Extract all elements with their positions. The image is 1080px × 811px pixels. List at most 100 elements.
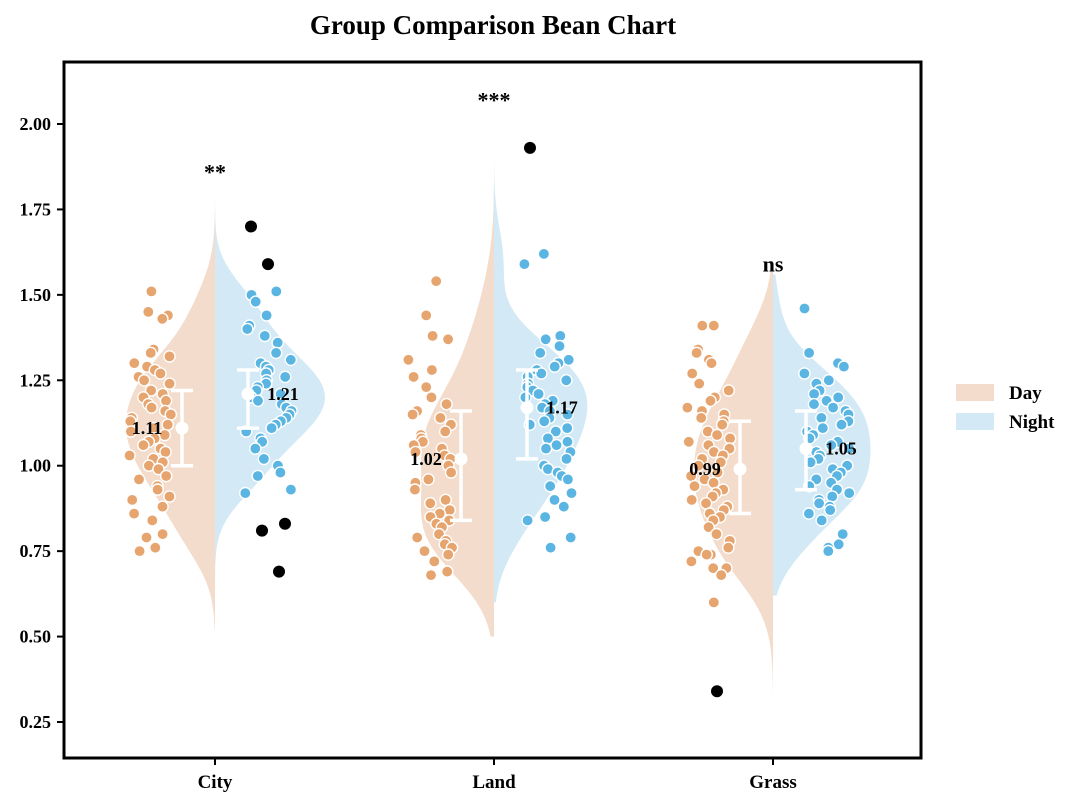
land-night-point — [560, 373, 573, 387]
city-day-point — [155, 312, 169, 326]
grass-day-point — [715, 418, 729, 432]
land-day-point — [441, 332, 455, 346]
land-day-point — [440, 565, 454, 578]
city-night-errorbar — [237, 368, 259, 430]
city-night-point — [274, 466, 287, 479]
land-night-point — [521, 514, 534, 527]
land-day-point — [402, 353, 415, 367]
land-night-point — [565, 486, 578, 500]
city-day-point — [156, 527, 169, 541]
grass-night-point — [822, 373, 836, 387]
city-day-point — [133, 544, 146, 558]
grass-day-point — [707, 596, 721, 609]
city-day-point — [125, 493, 139, 507]
city-night-point — [251, 394, 265, 408]
x-tick-label-grass: Grass — [749, 772, 797, 793]
land-night-point — [548, 493, 561, 507]
grass-night-point — [823, 503, 837, 517]
x-tick-label-land: Land — [472, 772, 516, 793]
city-day-point — [137, 438, 150, 452]
land-night-point — [561, 473, 575, 486]
land-day-errorbar — [450, 409, 472, 523]
grass-day-mean-label: 0.99 — [689, 459, 721, 479]
chart-title: Group Comparison Bean Chart — [310, 10, 676, 40]
city-night-point — [284, 353, 298, 367]
grass-night-point — [816, 421, 830, 435]
city-night-outlier — [279, 517, 291, 530]
land-day-mean-label: 1.02 — [410, 449, 442, 469]
land-night-point — [553, 339, 566, 353]
land-night-point — [535, 367, 548, 380]
grass-night-point — [802, 507, 816, 520]
grass-night-point — [826, 401, 840, 414]
grass-day-point — [710, 428, 724, 442]
grass-day-point — [707, 319, 721, 332]
city-day-point — [163, 377, 176, 391]
grass-significance-label: ns — [763, 252, 784, 277]
city-day-point — [144, 346, 157, 360]
city-night-outlier — [273, 565, 285, 578]
land-night-point — [548, 360, 562, 373]
city-night-errorbar-mean-marker — [241, 387, 255, 401]
grass-day-point — [692, 377, 706, 391]
grass-day-point — [682, 435, 696, 449]
grass-day-point — [723, 432, 737, 445]
city-day-point — [159, 394, 173, 408]
city-day-mean-label: 1.11 — [132, 418, 163, 438]
land-day-point — [407, 370, 420, 384]
grass-day-errorbar-mean-marker — [733, 462, 747, 476]
land-night-point — [561, 435, 574, 449]
city-night-point — [269, 346, 283, 360]
city-day-point — [159, 469, 173, 483]
city-day-errorbar-mean-marker — [175, 421, 189, 435]
grass-night-point — [802, 346, 816, 360]
grass-day-point — [714, 568, 728, 582]
land-night-errorbar — [516, 368, 538, 461]
y-tick-label: 1.25 — [20, 370, 52, 390]
city-night-point — [278, 370, 292, 384]
land-night-point — [533, 346, 547, 360]
city-night-point — [251, 469, 265, 483]
city-day-point — [145, 285, 158, 298]
land-night-point — [518, 257, 531, 271]
land-day-point — [444, 466, 458, 479]
city-night-point — [269, 285, 283, 298]
land-significance-label: *** — [478, 87, 511, 112]
land-day-point — [426, 329, 439, 343]
land-day-point — [440, 397, 453, 411]
land-night-point — [550, 438, 563, 452]
city-night-point — [249, 295, 262, 309]
land-night-point — [544, 541, 557, 555]
grass-day-point — [685, 555, 698, 568]
grass-day-point — [702, 520, 715, 534]
grass-night-point — [824, 438, 838, 452]
grass-night-point — [807, 397, 821, 411]
grass-night-errorbar — [795, 409, 817, 492]
land-day-point — [418, 544, 431, 558]
city-day-point — [127, 356, 141, 370]
land-day-point — [434, 411, 447, 425]
legend-label-day: Day — [1009, 383, 1042, 404]
land-day-point — [427, 555, 441, 568]
y-tick-label: 0.50 — [20, 627, 52, 647]
city-day-point — [137, 373, 151, 387]
grass-day-point — [685, 493, 699, 507]
land-day-point — [438, 425, 452, 438]
grass-day-point — [710, 527, 723, 541]
legend: Day Night — [956, 383, 1055, 433]
grass-night-errorbar-mean-marker — [799, 442, 813, 456]
city-night-mean-label: 1.21 — [267, 384, 299, 404]
city-day-point — [145, 401, 158, 414]
grass-night-point — [815, 514, 829, 527]
city-night-point — [248, 442, 262, 455]
grass-night-point — [843, 442, 856, 455]
grass-night-point — [815, 411, 828, 425]
city-day-point — [127, 507, 141, 520]
plot-frame — [62, 60, 923, 760]
land-night-mean-label: 1.17 — [546, 398, 578, 418]
grass-day-point — [699, 496, 713, 510]
grass-night-point — [812, 496, 826, 510]
grass-night-density — [773, 274, 871, 596]
legend-swatch-night — [956, 413, 994, 430]
